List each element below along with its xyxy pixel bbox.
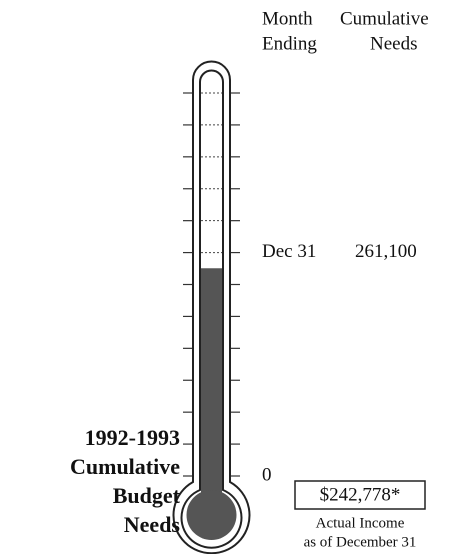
column-header: Month [262, 8, 313, 29]
y-tick-label: 261,100 [355, 241, 417, 262]
column-header: Cumulative [340, 8, 429, 29]
column-header: Ending [262, 33, 317, 54]
mercury [201, 268, 222, 505]
value-label: $242,778* [320, 484, 401, 505]
annotation: as of December 31 [304, 534, 417, 550]
bulb [186, 490, 237, 540]
chart-title: Needs [124, 512, 181, 537]
month-label: Dec 31 [262, 241, 316, 262]
annotation: Actual Income [316, 515, 405, 531]
column-header: Needs [370, 33, 417, 54]
chart-title: Cumulative [70, 454, 180, 479]
value-box [294, 480, 426, 510]
chart-title: Budget [113, 483, 181, 508]
y-tick-label: 0 [262, 464, 272, 485]
chart-title: 1992-1993 [85, 425, 180, 450]
